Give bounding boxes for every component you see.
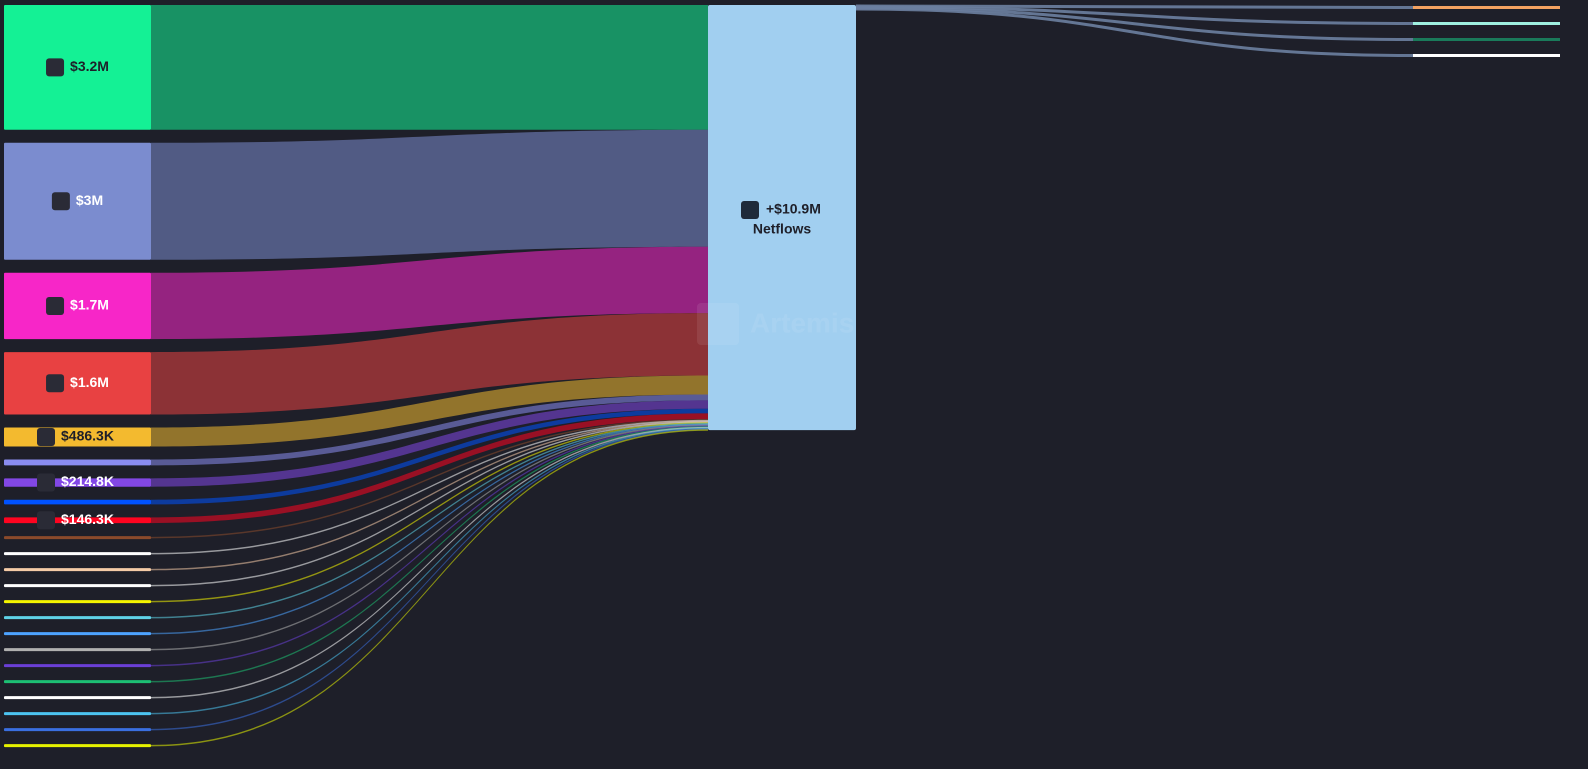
source-node	[4, 352, 151, 415]
source-value-label: $486.3K	[61, 428, 114, 444]
outflow-node	[1413, 54, 1560, 57]
flow-link	[151, 423, 708, 635]
flow-link	[151, 422, 708, 619]
flow-link	[151, 422, 708, 603]
source-node	[4, 696, 151, 700]
source-node	[4, 459, 151, 466]
watermark-group: Artemis	[697, 303, 854, 345]
source-node	[4, 632, 151, 636]
flow-link	[151, 421, 708, 587]
outflow-link	[855, 4, 1414, 9]
source-icon	[37, 511, 55, 530]
outflow-node	[1413, 22, 1560, 25]
source-node	[4, 600, 151, 604]
outflow-link	[855, 7, 1414, 57]
target-label: Netflows	[753, 221, 812, 237]
source-node	[4, 552, 151, 556]
source-value-label: $3.2M	[70, 58, 109, 74]
target-node	[708, 5, 856, 431]
watermark-logo	[697, 303, 739, 345]
flow-link	[151, 419, 708, 555]
flow-link	[151, 419, 708, 539]
source-node	[4, 616, 151, 620]
flow-link	[151, 400, 708, 487]
outflow-node	[1413, 6, 1560, 9]
source-node	[4, 728, 151, 732]
flow-link	[151, 424, 708, 651]
flow-link	[151, 129, 708, 260]
source-node	[4, 712, 151, 716]
target-icon	[741, 201, 759, 219]
flow-link	[151, 5, 708, 130]
watermark: Artemis	[750, 307, 854, 338]
source-icon	[46, 374, 65, 393]
source-node	[4, 142, 151, 260]
source-icon	[37, 473, 55, 492]
links	[151, 4, 1414, 747]
flow-link	[151, 375, 708, 447]
flow-link	[151, 420, 708, 571]
source-node	[4, 648, 151, 652]
source-icon	[46, 58, 65, 77]
outflow-node	[1413, 38, 1560, 41]
source-icon	[37, 427, 55, 446]
source-node	[4, 499, 151, 505]
flow-link	[151, 426, 708, 699]
source-value-label: $214.8K	[61, 473, 114, 489]
flow-link	[151, 408, 708, 505]
source-icon	[51, 192, 70, 211]
source-value-label: $1.6M	[70, 374, 109, 390]
source-value-label: $146.3K	[61, 511, 114, 527]
source-node	[4, 680, 151, 684]
source-node	[4, 744, 151, 748]
source-node	[4, 272, 151, 340]
flow-link	[151, 427, 708, 715]
source-node	[4, 536, 151, 540]
source-value-label: $1.7M	[70, 297, 109, 313]
source-node	[4, 568, 151, 572]
flow-link	[151, 429, 708, 747]
flow-link	[151, 425, 708, 667]
flow-link	[151, 426, 708, 683]
source-node	[4, 5, 151, 130]
flow-link	[151, 394, 708, 466]
flow-link	[151, 428, 708, 731]
outflow-link	[855, 5, 1414, 25]
flow-link	[151, 246, 708, 340]
source-value-label: $3M	[76, 192, 103, 208]
source-node	[4, 664, 151, 668]
outflow-link	[855, 6, 1414, 41]
flow-link	[151, 413, 708, 524]
target-value-label: +$10.9M	[766, 201, 821, 217]
source-node	[4, 584, 151, 588]
nodes: +$10.9M Netflows $3.2M $3M $1.7M $1.6M $486.3K…	[4, 5, 1560, 748]
flow-link	[151, 313, 708, 415]
source-icon	[46, 296, 65, 315]
